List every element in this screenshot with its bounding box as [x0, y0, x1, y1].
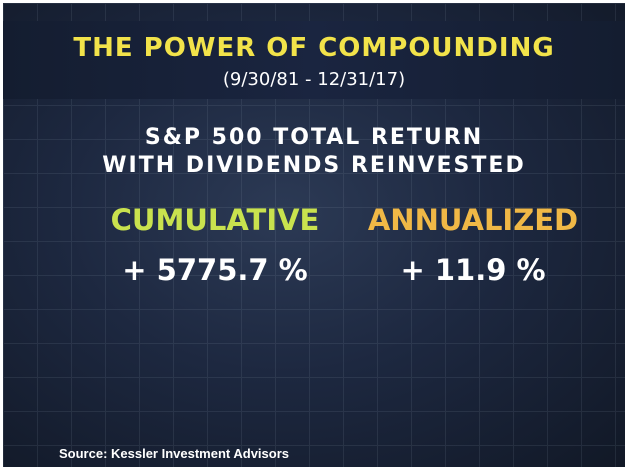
metric-value: + 11.9 %	[400, 253, 546, 287]
subtitle: (9/30/81 - 12/31/17)	[222, 69, 406, 90]
metric-label: ANNUALIZED	[367, 203, 579, 237]
heading: WITH DIVIDENDS REINVESTED	[102, 153, 526, 178]
screen: THE POWER OF COMPOUNDING (9/30/81 - 12/3…	[3, 3, 625, 467]
title-band	[3, 21, 625, 99]
source: Source: Kessler Investment Advisors	[59, 446, 289, 461]
heading: S&P 500 TOTAL RETURN	[144, 125, 484, 150]
metric-value: + 5775.7 %	[122, 253, 308, 287]
title: THE POWER OF COMPOUNDING	[73, 33, 555, 63]
metric-label: CUMULATIVE	[110, 203, 320, 237]
